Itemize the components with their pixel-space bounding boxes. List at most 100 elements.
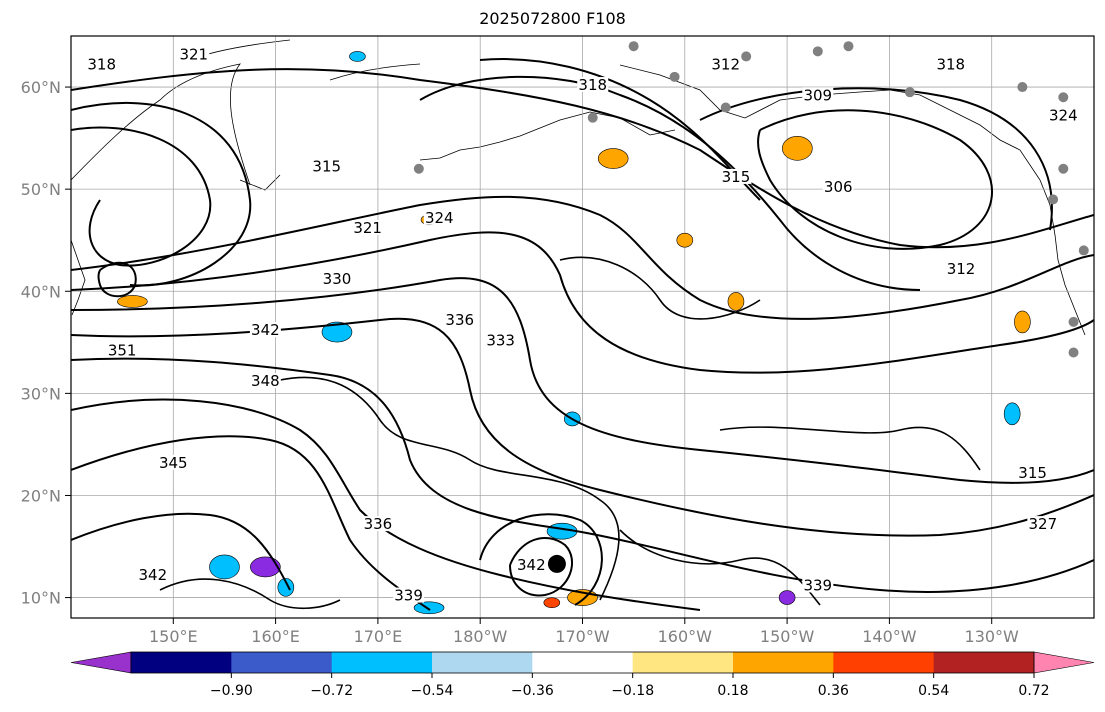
shaded-feature [782, 136, 813, 161]
contour-label-bg [802, 577, 834, 593]
storm-center-marker [547, 554, 566, 573]
colorbar-segment [733, 652, 834, 673]
lon-tick-label: 150°E [149, 627, 198, 646]
colorbar-tick-label: −0.54 [411, 683, 454, 699]
contour-label-bg [710, 56, 742, 72]
station-dot [741, 51, 752, 62]
colorbar-segment [632, 652, 734, 673]
contour-label-bg [249, 322, 281, 338]
contour-label-bg [577, 77, 609, 93]
contour-label: 342 [251, 321, 280, 339]
colorbar-segment [131, 652, 232, 673]
contour-line [71, 126, 212, 267]
station-dot [669, 71, 680, 82]
colorbar-segment [432, 652, 533, 673]
contour-label: 309 [803, 86, 832, 104]
contour-line [509, 536, 574, 597]
colorbar-segment [933, 652, 1035, 673]
station-dot [720, 102, 731, 113]
lat-tick-label: 40°N [21, 282, 61, 301]
station-dot [904, 87, 915, 98]
contour-line [71, 317, 1094, 537]
colorbar-tick-label: −0.72 [310, 683, 353, 699]
contour-line [71, 512, 291, 591]
station-dot [1048, 194, 1059, 205]
contour-labels: 318 321 315 321 324 330 342 351 348 336 333 345 342 3… [86, 45, 1079, 605]
lat-tick-label: 10°N [21, 589, 61, 608]
shaded-feature [209, 554, 240, 580]
contour-label: 339 [394, 587, 423, 605]
colorbar: −0.90 −0.72 −0.54 −0.36 −0.18 0.18 0.36 0.54 0.7… [70, 651, 1095, 699]
contour-line [479, 513, 603, 606]
contour-label-bg [822, 179, 854, 195]
contour-label: 321 [353, 219, 382, 237]
contour-label-bg [423, 209, 455, 225]
shaded-feature [778, 590, 796, 605]
contour-line [619, 529, 821, 606]
lat-tick-label: 60°N [21, 78, 61, 97]
contour-label: 339 [803, 576, 832, 594]
contour-label-bg [1047, 107, 1079, 123]
colorbar-tick-label: 0.36 [818, 683, 849, 699]
shaded-feature [117, 295, 148, 308]
latitude-ticks: 10°N 20°N 30°N 40°N 50°N 60°N [21, 78, 71, 608]
station-dot [587, 112, 598, 123]
contour-label-bg [444, 311, 476, 327]
lon-tick-label: 170°E [354, 627, 403, 646]
contour-label: 342 [517, 556, 546, 574]
storm-marker-layer [547, 554, 566, 573]
contour-label: 312 [711, 56, 740, 74]
contour-label: 318 [87, 56, 116, 74]
contour-line [71, 195, 1094, 320]
shaded-feature [250, 556, 281, 578]
plot-title: 2025072800 F108 [479, 9, 626, 28]
contour-line [71, 398, 701, 611]
contour-label-bg [86, 56, 118, 72]
coastline-aleutians [419, 111, 676, 161]
station-dot [843, 41, 854, 52]
contour-line [159, 578, 341, 610]
contour-line [71, 277, 1094, 484]
contour-label: 318 [578, 76, 607, 94]
contour-label: 306 [824, 178, 853, 196]
colorbar-segment [833, 652, 935, 673]
contour-line [757, 109, 994, 250]
station-markers [413, 41, 1089, 358]
shaded-feature [321, 321, 353, 343]
contour-line [71, 357, 1094, 593]
contour-line [479, 58, 761, 201]
contour-label-bg [802, 87, 834, 103]
station-dot [1078, 245, 1089, 256]
colorbar-tick-label: −0.90 [210, 683, 253, 699]
contour-line [71, 101, 252, 287]
contour-line [71, 435, 431, 611]
contour-label: 330 [323, 270, 352, 288]
coastline-north-america [1039, 179, 1086, 336]
lon-tick-label: 180°W [453, 627, 508, 646]
contour-detail-lines [159, 256, 981, 610]
coastline-alaska [329, 63, 1041, 181]
contour-label-bg [249, 373, 281, 389]
contour-line [699, 87, 1053, 231]
station-dot [1058, 163, 1069, 174]
shaded-feature [349, 51, 366, 62]
colorbar-tick-label: 0.72 [1018, 683, 1049, 699]
colorbar-extend-high [1033, 651, 1095, 674]
station-dot [812, 46, 823, 57]
contour-label: 315 [1018, 464, 1047, 482]
colorbar-tick-label: −0.36 [511, 683, 554, 699]
shaded-regions [117, 51, 1031, 615]
shaded-feature [727, 292, 745, 311]
contour-label-bg [178, 46, 210, 62]
contour-line [71, 231, 1094, 374]
contour-line [559, 256, 761, 320]
contour-line [97, 261, 137, 298]
contour-label: 324 [425, 209, 454, 227]
contour-label: 327 [1029, 515, 1058, 533]
colorbar-tick-label: 0.18 [717, 683, 748, 699]
contour-label: 345 [159, 454, 188, 472]
colorbar-extend-low [70, 651, 132, 674]
contour-label-bg [311, 158, 343, 174]
contour-label-bg [106, 342, 138, 358]
station-dot [1017, 82, 1028, 93]
